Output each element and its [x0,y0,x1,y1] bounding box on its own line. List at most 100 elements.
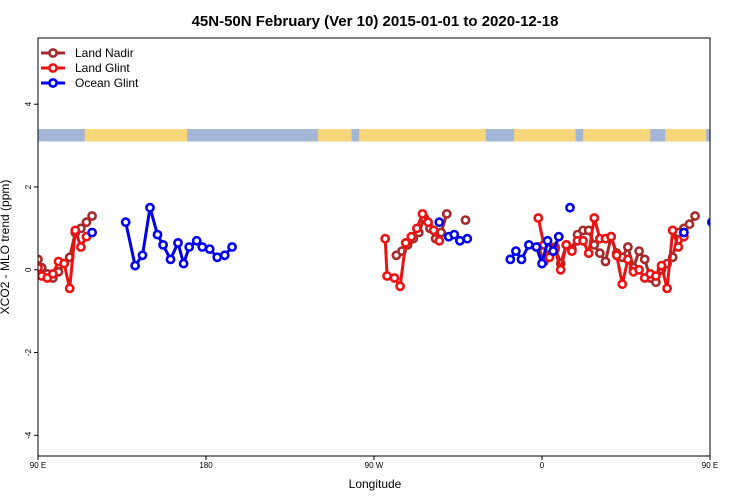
data-point-ocean-glint [158,239,168,250]
map-strip-land [38,129,710,142]
y-axis-label: XCO2 - MLO trend (ppm) [0,180,12,315]
data-point-ocean-glint [462,233,473,244]
map-strip-ocean [706,129,710,142]
data-point-ocean-glint [219,250,230,261]
map-strip-ocean [575,129,584,142]
data-point-ocean-glint [679,227,689,238]
data-point-ocean-glint [137,250,148,261]
data-point-land-glint [411,223,422,234]
map-strip-ocean [650,129,666,142]
data-point-land-nadir [623,242,633,252]
y-tick-label: 2 [24,184,33,189]
y-tick-label: -2 [24,348,33,356]
data-point-land-glint [667,225,678,236]
legend-swatch-marker [48,63,58,73]
data-point-land-nadir [690,211,700,221]
data-point-land-nadir [684,219,695,230]
data-point-land-glint [589,213,600,223]
data-point-land-glint [428,225,439,236]
data-point-land-glint [395,281,405,292]
data-point-land-glint [651,271,661,281]
data-point-ocean-glint [516,254,527,265]
series-line-ocean-glint [124,206,234,268]
world-map-strip [38,129,710,142]
data-point-ocean-glint [531,242,542,252]
legend-label: Land Nadir [75,46,134,60]
x-tick-label: 0 [540,461,545,470]
data-point-land-glint [434,235,445,246]
x-tick-label: 90 E [702,461,718,470]
data-point-land-nadir [87,211,97,221]
data-point-ocean-glint [184,242,195,252]
data-point-land-glint [561,239,572,250]
data-point-ocean-glint [145,202,155,213]
legend-item-land-nadir: Land Nadir [41,46,134,60]
data-point-ocean-glint [173,237,183,248]
data-point-ocean-glint [740,231,747,238]
data-point-land-glint [64,283,75,294]
data-point-land-glint [567,246,577,256]
legend-label: Land Glint [75,61,130,75]
data-point-land-glint [380,233,391,244]
series-land-nadir [38,208,700,288]
y-tick-label: 0 [24,267,33,272]
data-point-ocean-glint [204,244,215,254]
series-ocean-glint [87,202,750,271]
data-point-ocean-glint [87,227,97,238]
legend-swatch-marker [48,48,58,58]
series-line-ocean-glint [712,208,750,266]
y-tick-label: 4 [24,101,33,106]
data-point-land-glint [662,283,672,294]
data-point-ocean-glint [542,235,553,246]
data-point-land-glint [48,268,58,279]
legend-item-land-glint: Land Glint [41,61,130,75]
data-point-ocean-glint [434,217,445,228]
data-point-ocean-glint [537,258,547,269]
data-point-land-nadir [639,254,650,265]
data-point-ocean-glint [725,252,732,259]
data-point-land-glint [673,242,684,252]
map-strip-ocean [486,129,514,142]
data-point-ocean-glint [524,239,534,250]
data-point-land-glint [423,217,433,228]
legend-swatch-marker [48,78,58,88]
x-tick-label: 90 W [365,461,384,470]
data-point-land-nadir [460,215,471,225]
data-point-ocean-glint [152,229,163,240]
chart-title: 45N-50N February (Ver 10) 2015-01-01 to … [192,13,559,30]
data-point-land-glint [623,254,633,265]
data-point-ocean-glint [565,202,575,213]
data-point-land-glint [76,242,86,252]
map-strip-ocean [351,129,360,142]
data-point-land-glint [583,248,594,259]
data-point-ocean-glint [120,217,131,228]
data-point-land-glint [400,237,411,248]
x-axis: 90 E 180 90 W 0 90 E [30,456,718,470]
data-point-ocean-glint [178,258,189,269]
data-point-ocean-glint [165,254,176,265]
legend-item-ocean-glint: Ocean Glint [41,76,139,90]
y-tick-label: -4 [24,431,33,439]
data-point-land-glint [533,213,544,223]
map-strip-ocean [38,129,85,142]
data-point-land-glint [606,231,616,242]
data-point-land-glint [406,231,417,242]
map-strip-ocean [187,129,318,142]
data-point-land-glint [656,260,667,271]
data-point-land-glint [611,250,622,261]
y-axis: -4 -2 0 2 4 [24,101,38,439]
x-tick-label: 90 E [30,461,46,470]
data-point-land-glint [59,258,69,269]
data-point-land-glint [389,273,400,283]
series-layer [38,202,750,294]
data-point-land-glint [617,279,628,290]
data-point-ocean-glint [707,217,710,227]
data-point-land-nadir [600,256,611,267]
data-point-ocean-glint [227,242,237,252]
data-point-land-glint [555,264,566,275]
data-point-land-glint [417,208,428,219]
data-point-land-glint [70,225,81,236]
data-point-land-glint [578,235,588,246]
data-point-ocean-glint [505,254,516,265]
data-point-ocean-glint [130,260,140,271]
